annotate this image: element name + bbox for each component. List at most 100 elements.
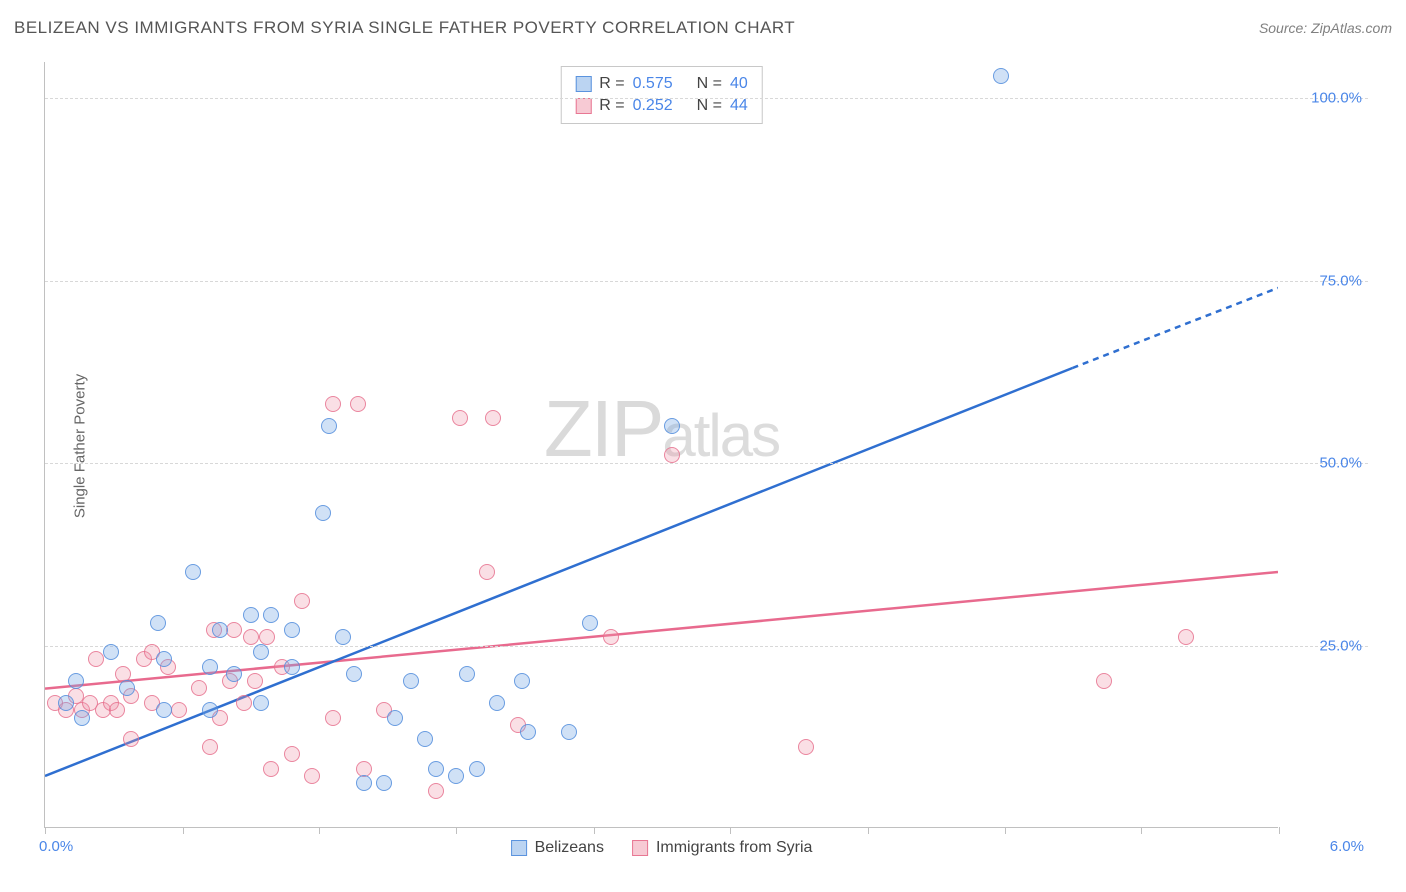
ytick-label: 25.0% bbox=[1319, 637, 1362, 654]
scatter-point-blue bbox=[387, 710, 403, 726]
scatter-point-blue bbox=[582, 615, 598, 631]
scatter-point-pink bbox=[485, 410, 501, 426]
stat-r-value: 0.252 bbox=[633, 97, 673, 115]
scatter-point-pink bbox=[350, 396, 366, 412]
scatter-point-blue bbox=[253, 695, 269, 711]
scatter-point-blue bbox=[284, 622, 300, 638]
scatter-point-pink bbox=[479, 564, 495, 580]
stat-row-blue: R = 0.575 N = 40 bbox=[575, 73, 748, 95]
scatter-point-blue bbox=[185, 564, 201, 580]
scatter-point-blue bbox=[520, 724, 536, 740]
ytick-label: 50.0% bbox=[1319, 455, 1362, 472]
xtick bbox=[319, 827, 320, 834]
scatter-point-blue bbox=[58, 695, 74, 711]
xtick bbox=[1005, 827, 1006, 834]
legend-label: Belizeans bbox=[535, 839, 604, 857]
scatter-point-pink bbox=[247, 673, 263, 689]
stat-n-label: N = bbox=[697, 75, 722, 93]
xtick-label-max: 6.0% bbox=[1330, 838, 1364, 855]
legend-item-blue: Belizeans bbox=[511, 839, 604, 857]
scatter-point-blue bbox=[403, 673, 419, 689]
scatter-point-blue bbox=[212, 622, 228, 638]
scatter-point-blue bbox=[119, 680, 135, 696]
scatter-point-pink bbox=[428, 783, 444, 799]
scatter-point-blue bbox=[428, 761, 444, 777]
xtick-label-min: 0.0% bbox=[39, 838, 73, 855]
scatter-point-blue bbox=[156, 702, 172, 718]
scatter-point-blue bbox=[664, 418, 680, 434]
xtick bbox=[594, 827, 595, 834]
scatter-point-pink bbox=[1096, 673, 1112, 689]
swatch-blue-icon bbox=[575, 76, 591, 92]
scatter-point-pink bbox=[356, 761, 372, 777]
scatter-point-blue bbox=[315, 505, 331, 521]
scatter-point-blue bbox=[156, 651, 172, 667]
stat-r-label: R = bbox=[599, 97, 624, 115]
scatter-point-pink bbox=[1178, 629, 1194, 645]
scatter-point-blue bbox=[103, 644, 119, 660]
scatter-point-pink bbox=[603, 629, 619, 645]
stat-r-value: 0.575 bbox=[633, 75, 673, 93]
scatter-point-pink bbox=[304, 768, 320, 784]
legend-label: Immigrants from Syria bbox=[656, 839, 812, 857]
scatter-point-pink bbox=[123, 731, 139, 747]
scatter-point-pink bbox=[284, 746, 300, 762]
scatter-point-pink bbox=[202, 739, 218, 755]
scatter-point-pink bbox=[191, 680, 207, 696]
swatch-pink-icon bbox=[575, 98, 591, 114]
scatter-point-pink bbox=[226, 622, 242, 638]
scatter-point-blue bbox=[253, 644, 269, 660]
chart-source: Source: ZipAtlas.com bbox=[1259, 20, 1392, 36]
stat-n-value: 44 bbox=[730, 97, 748, 115]
watermark: ZIPatlas bbox=[544, 383, 779, 475]
chart-title: BELIZEAN VS IMMIGRANTS FROM SYRIA SINGLE… bbox=[14, 18, 795, 38]
scatter-point-blue bbox=[376, 775, 392, 791]
xtick bbox=[730, 827, 731, 834]
scatter-point-pink bbox=[325, 396, 341, 412]
scatter-point-pink bbox=[263, 761, 279, 777]
scatter-point-blue bbox=[68, 673, 84, 689]
scatter-point-blue bbox=[448, 768, 464, 784]
scatter-point-blue bbox=[489, 695, 505, 711]
chart-header: BELIZEAN VS IMMIGRANTS FROM SYRIA SINGLE… bbox=[14, 18, 1392, 38]
scatter-point-blue bbox=[346, 666, 362, 682]
scatter-point-blue bbox=[284, 659, 300, 675]
xtick bbox=[45, 827, 46, 834]
stat-n-label: N = bbox=[697, 97, 722, 115]
xtick bbox=[868, 827, 869, 834]
gridline-h bbox=[45, 281, 1368, 282]
scatter-point-pink bbox=[243, 629, 259, 645]
scatter-point-blue bbox=[202, 659, 218, 675]
scatter-point-blue bbox=[469, 761, 485, 777]
scatter-point-pink bbox=[452, 410, 468, 426]
bottom-legend: Belizeans Immigrants from Syria bbox=[511, 839, 813, 857]
watermark-atlas: atlas bbox=[662, 402, 779, 469]
scatter-point-blue bbox=[417, 731, 433, 747]
scatter-point-pink bbox=[798, 739, 814, 755]
scatter-point-pink bbox=[664, 447, 680, 463]
scatter-point-blue bbox=[459, 666, 475, 682]
scatter-point-blue bbox=[150, 615, 166, 631]
stat-n-value: 40 bbox=[730, 75, 748, 93]
scatter-point-blue bbox=[202, 702, 218, 718]
scatter-point-blue bbox=[335, 629, 351, 645]
xtick bbox=[183, 827, 184, 834]
legend-item-pink: Immigrants from Syria bbox=[632, 839, 812, 857]
swatch-pink-icon bbox=[632, 840, 648, 856]
gridline-h bbox=[45, 98, 1368, 99]
scatter-point-pink bbox=[236, 695, 252, 711]
gridline-h bbox=[45, 646, 1368, 647]
xtick bbox=[1141, 827, 1142, 834]
trendlines-svg bbox=[45, 62, 1278, 827]
xtick bbox=[1279, 827, 1280, 834]
scatter-point-blue bbox=[321, 418, 337, 434]
gridline-h bbox=[45, 463, 1368, 464]
scatter-point-blue bbox=[74, 710, 90, 726]
scatter-point-blue bbox=[263, 607, 279, 623]
stats-box: R = 0.575 N = 40 R = 0.252 N = 44 bbox=[560, 66, 763, 124]
ytick-label: 100.0% bbox=[1311, 90, 1362, 107]
swatch-blue-icon bbox=[511, 840, 527, 856]
scatter-point-pink bbox=[259, 629, 275, 645]
plot-area: ZIPatlas R = 0.575 N = 40 R = 0.252 N = … bbox=[44, 62, 1278, 828]
scatter-point-pink bbox=[115, 666, 131, 682]
